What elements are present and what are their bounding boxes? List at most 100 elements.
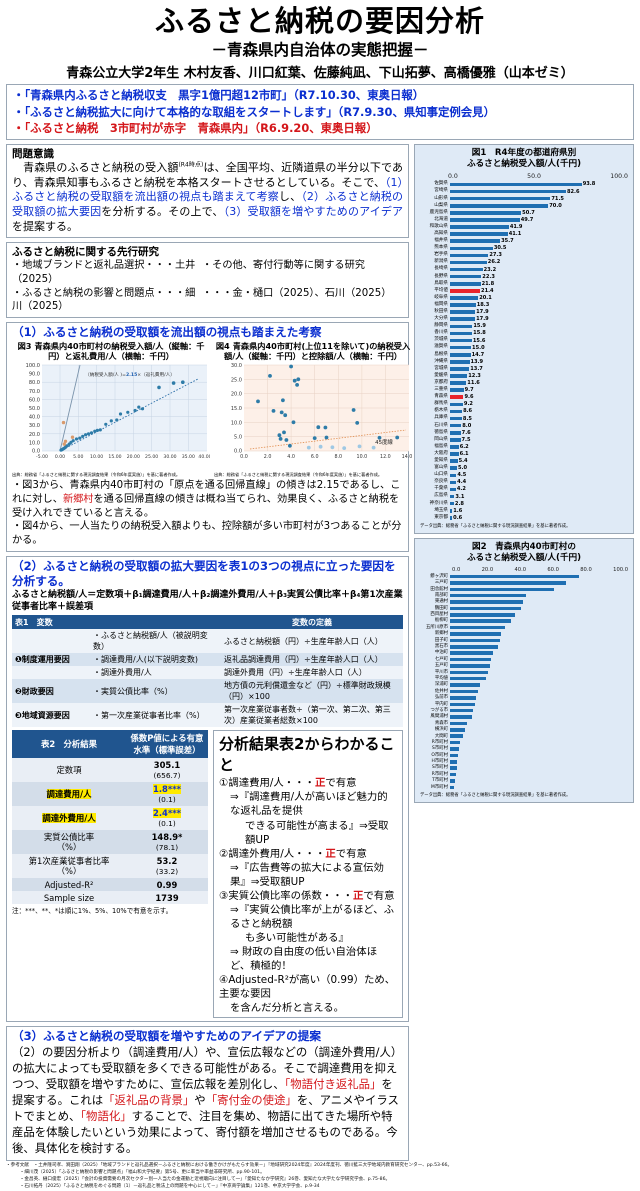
bar-label: 三戸町 — [434, 580, 448, 586]
bar-track — [450, 765, 630, 772]
coef-value: 1.8*** — [153, 783, 181, 794]
bar — [450, 374, 468, 378]
bar-label: 大阪府 — [434, 450, 448, 456]
bar-label: M市町村 — [431, 784, 448, 790]
svg-text:50.0: 50.0 — [29, 406, 40, 412]
figure-1-box: 図1 R4年度の都道府県別 ふるさと納税受入額/人(千円) 0.0 50.0 1… — [414, 143, 634, 534]
axis-tick: 0.0 — [452, 566, 461, 573]
bar — [450, 218, 520, 222]
finding-3: ③実質公債比率の係数・・・正で有意 — [219, 889, 397, 903]
reference-1: ・土井隆司孝、渕田翔（2025）「地域ブランドと返礼品選択－ふるさと納税における… — [33, 1163, 453, 1169]
bar-row: T市町村 — [418, 778, 630, 784]
bar-label: 山形県 — [434, 195, 448, 201]
bar-value: 9.2 — [463, 401, 473, 408]
bar-label: 愛知県 — [434, 457, 448, 463]
bar-track: 8.6 — [450, 408, 630, 415]
bar-track: 3.1 — [450, 493, 630, 500]
bar-row: 鶴田町 — [418, 606, 630, 612]
bar — [450, 501, 454, 506]
problem-text-5: を提案する。 — [12, 219, 78, 233]
bar — [450, 182, 582, 187]
bar-track — [450, 727, 630, 734]
bar-row: 滋賀県 15.0 — [418, 344, 630, 351]
problem-text-3: し、 — [278, 190, 302, 204]
bar-track: 6.2 — [450, 444, 630, 451]
bar-value: 8.6 — [463, 408, 473, 415]
svg-text:8.0: 8.0 — [334, 454, 342, 460]
bar — [450, 721, 467, 726]
cell-coef: 53.2 (33.2) — [126, 854, 208, 879]
bar-row: 富山県 5.0 — [418, 465, 630, 472]
bar — [450, 445, 459, 449]
bar-row: 長崎県 23.2 — [418, 266, 630, 273]
table-row: ❸地域資源要因 ・第一次産業従事者比率（%） 第一次産業従事者数÷（第一次、第二次、… — [12, 703, 403, 728]
news-item: ・「青森県内ふるさと納税収支 黒字1億円超12市町」（R7.10.30、東奥日報… — [13, 88, 425, 103]
bar-track — [450, 637, 630, 644]
bar — [450, 619, 512, 623]
coef-value: 305.1 — [153, 759, 181, 770]
regression-equation: ふるさと納税額/人＝定数項＋β₁調達費用/人＋β₂調達外費用/人＋β₃実質公債比… — [12, 590, 403, 612]
svg-text:12.0: 12.0 — [380, 454, 391, 460]
problem-point-2: （2）ふるさと納税の受取額の拡大要因 — [12, 190, 404, 218]
bar-label: 山口県 — [434, 472, 448, 478]
figure-2-subtitle: ふるさと納税受入額/人(千円) — [466, 553, 582, 564]
bar — [450, 395, 464, 400]
bar-track — [450, 650, 630, 657]
bar — [450, 638, 500, 643]
bar-value: 13.7 — [470, 365, 483, 372]
bar-row: 島根県 14.7 — [418, 351, 630, 358]
cell-cat — [12, 666, 90, 680]
bar — [450, 331, 473, 336]
bar — [450, 508, 453, 513]
figure-4-plot: 30.0 25.0 20.0 15.0 10.0 5.0 0.0 0.0 2.0 4.0 6… — [214, 363, 412, 471]
svg-text:100.0: 100.0 — [26, 363, 40, 369]
bar-row: 茨城県 15.6 — [418, 337, 630, 344]
cell-coef: 305.1 (656.7) — [126, 758, 208, 783]
bar-value: 12.3 — [468, 372, 481, 379]
proposal-keyword-2: 「返礼品の背景」 — [103, 1093, 195, 1108]
bar — [450, 338, 472, 343]
highlighted-label: 調達費用/人 — [46, 789, 92, 800]
bar-value: 5.0 — [458, 465, 468, 472]
bar-row: 深浦町 — [418, 682, 630, 688]
bar-track — [450, 580, 630, 587]
bar-row: O市町村 — [418, 753, 630, 759]
bar-row: 兵庫県 8.5 — [418, 415, 630, 422]
svg-text:40.0: 40.0 — [29, 414, 40, 420]
bar-row: 愛媛県 12.3 — [418, 373, 630, 380]
bar — [450, 613, 515, 617]
bar — [450, 473, 457, 478]
finding-main-b: で有意 — [325, 777, 357, 790]
bar-track — [450, 586, 630, 593]
figure-3-caption-text: 青森県内40市町村の納税受入額/人（縦軸：千円）と返礼費用/人（横軸：千円） — [34, 341, 205, 362]
bar — [450, 676, 487, 681]
figure-4-caption-text: 青森県内40市町村(上位11を除いて)の納税受入額/人（縦軸：千円）と控除額/人… — [224, 341, 411, 362]
bar-value: 14.7 — [471, 351, 485, 358]
bar-label: つがる市 — [430, 707, 448, 713]
bar-track — [450, 573, 630, 580]
bar-label: 群馬県 — [434, 401, 448, 407]
bar — [450, 239, 501, 243]
cell-name: 定数項 — [12, 758, 126, 783]
bar-label: 埼玉県 — [434, 507, 448, 513]
bar-value: 7.6 — [461, 429, 471, 436]
bar-track: 17.9 — [450, 316, 630, 323]
bar — [450, 281, 481, 286]
bar-track: 8.0 — [450, 422, 630, 429]
bar-row: 大分県 17.9 — [418, 316, 630, 323]
bar-value: 8.0 — [462, 422, 472, 429]
bar — [450, 317, 476, 322]
figure-2-axis: 0.0 20.0 40.0 60.0 80.0 100.0 — [418, 565, 630, 574]
figure-4-source: 出典：総務省「ふるさと納税に関する現況調査結果（令和6年度実施）」を基に著者作成… — [214, 471, 383, 477]
bar-row: H市町村 — [418, 759, 630, 765]
bar-label: 岡山県 — [434, 436, 448, 442]
bar-label: 香川県 — [434, 330, 448, 336]
bar-row: 京都府 11.6 — [418, 380, 630, 387]
bar-track: 4.5 — [450, 472, 630, 479]
cell-name: Adjusted-R² — [12, 878, 126, 892]
axis-tick: 60.0 — [547, 566, 559, 573]
cell-cat — [12, 629, 90, 654]
svg-text:0.0: 0.0 — [240, 454, 248, 460]
bar — [450, 516, 453, 520]
cell-name: 調達外費用/人 — [12, 806, 126, 831]
